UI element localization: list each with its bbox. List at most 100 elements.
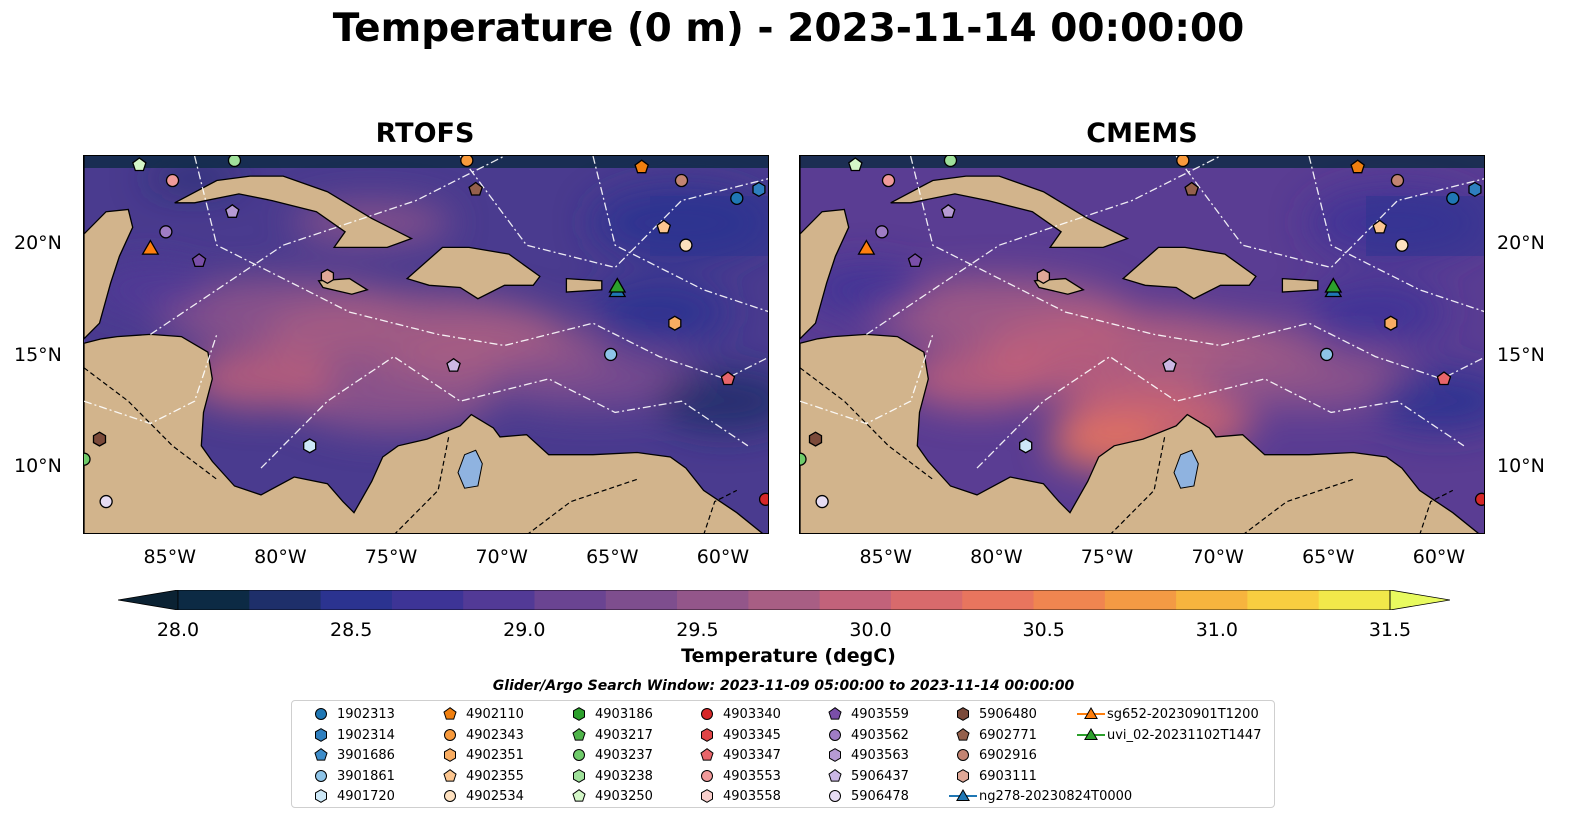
lat-tick-label-right: 10°N (1497, 455, 1545, 478)
float-marker[interactable] (303, 438, 317, 454)
pentagon-marker-icon (314, 748, 328, 761)
float-marker[interactable] (730, 191, 744, 206)
colorbar-label: Temperature (degC) (681, 645, 896, 667)
lon-tick-label: 85°W (143, 546, 196, 568)
float-marker[interactable] (159, 225, 173, 239)
float-marker[interactable] (1436, 371, 1452, 386)
float-marker[interactable] (1468, 181, 1482, 198)
glider-marker[interactable] (141, 239, 160, 255)
float-marker[interactable] (1384, 315, 1398, 331)
legend-item: 1902313 (315, 707, 395, 722)
legend-label: 4902355 (466, 768, 524, 784)
hexagon-marker-icon (315, 727, 327, 742)
float-marker[interactable] (808, 431, 823, 447)
lon-tick-label: 60°W (696, 546, 750, 568)
colorbar-tick-label: 31.0 (1195, 619, 1238, 641)
lat-tick-label-left: 20°N (14, 232, 62, 255)
colorbar-tick-label: 30.0 (849, 619, 892, 641)
float-marker[interactable] (907, 253, 923, 268)
float-marker[interactable] (1446, 191, 1460, 206)
float-marker[interactable] (656, 219, 672, 234)
legend-item: 4901720 (315, 789, 395, 804)
float-marker[interactable] (881, 173, 896, 188)
float-marker[interactable] (758, 492, 769, 506)
legend-item: 6902771 (956, 728, 1037, 743)
float-marker[interactable] (446, 357, 461, 372)
legend-item: 4902110 (443, 707, 524, 722)
panel-title-cmems: CMEMS (1086, 118, 1198, 149)
float-marker[interactable] (674, 173, 689, 188)
pentagon-marker-icon (572, 727, 586, 741)
float-marker[interactable] (604, 347, 618, 362)
float-marker[interactable] (752, 181, 766, 198)
circle-marker-icon (315, 769, 327, 782)
legend-item: 5906478 (829, 789, 909, 804)
legend-item: 4903186 (573, 707, 653, 722)
float-marker[interactable] (1350, 159, 1365, 174)
hexagon-marker-icon (444, 748, 456, 762)
lon-tick-label: 75°W (1080, 546, 1134, 568)
float-marker[interactable] (940, 203, 956, 218)
circle-marker-icon (444, 790, 456, 802)
legend-item: 6903111 (957, 769, 1037, 784)
glider-marker[interactable] (1324, 277, 1343, 293)
float-marker[interactable] (1162, 357, 1177, 372)
float-marker[interactable] (1395, 238, 1409, 252)
float-marker[interactable] (84, 452, 91, 466)
float-marker[interactable] (1474, 492, 1485, 506)
legend: 1902313 1902314 3901686 3901861 4901720 49021… (291, 700, 1275, 808)
float-marker[interactable] (320, 268, 335, 285)
float-marker[interactable] (191, 253, 207, 268)
float-marker[interactable] (800, 452, 807, 466)
legend-label: 4903347 (723, 748, 781, 763)
map-panel-cmems[interactable] (799, 155, 1485, 534)
lon-tick-label: 75°W (364, 546, 418, 568)
hexagon-marker-icon (701, 789, 713, 803)
colorbar-tick-label: 30.5 (1022, 619, 1065, 641)
lat-tick-label-left: 10°N (14, 455, 62, 478)
glider-marker[interactable] (857, 239, 876, 255)
legend-label: 4902110 (466, 707, 524, 722)
legend-label: 4902351 (466, 748, 524, 763)
float-marker[interactable] (679, 238, 693, 252)
float-marker[interactable] (668, 315, 682, 331)
float-marker[interactable] (1390, 173, 1405, 188)
float-marker[interactable] (1176, 156, 1190, 168)
float-marker[interactable] (1019, 438, 1033, 454)
float-marker[interactable] (815, 494, 829, 509)
lon-tick-label: 65°W (1302, 546, 1355, 568)
legend-label: 3901861 (337, 768, 395, 784)
lon-tick-label: 80°W (970, 546, 1023, 568)
float-marker[interactable] (165, 173, 180, 188)
map-panel-rtofs[interactable] (83, 155, 769, 534)
legend-item: 4903563 (829, 748, 909, 763)
legend-item: 4902534 (444, 789, 524, 804)
pentagon-marker-icon (700, 748, 714, 761)
legend-label: ng278-20230824T0000 (979, 789, 1133, 804)
glider-line-icon (949, 789, 977, 801)
float-marker[interactable] (1372, 219, 1388, 234)
float-marker[interactable] (848, 157, 863, 172)
float-marker[interactable] (875, 225, 889, 239)
float-marker[interactable] (460, 156, 474, 168)
float-marker[interactable] (99, 494, 113, 509)
float-marker[interactable] (92, 431, 107, 447)
legend-item: 4902343 (444, 728, 524, 743)
hexagon-marker-icon (573, 768, 585, 783)
legend-label: 4903558 (723, 789, 781, 804)
glider-marker[interactable] (608, 277, 627, 293)
colorbar-tick-label: 28.0 (156, 619, 200, 641)
float-marker[interactable] (720, 371, 736, 386)
float-marker[interactable] (1184, 181, 1199, 196)
float-marker[interactable] (1036, 268, 1051, 285)
float-marker[interactable] (1320, 347, 1334, 362)
float-marker[interactable] (943, 156, 958, 168)
float-marker[interactable] (227, 156, 242, 168)
float-marker[interactable] (224, 203, 240, 218)
float-marker[interactable] (634, 159, 649, 174)
float-marker[interactable] (132, 157, 147, 172)
legend-item: 4903238 (573, 769, 653, 784)
float-marker[interactable] (468, 181, 483, 196)
lon-tick-label: 60°W (1412, 546, 1466, 568)
legend-label: 4903559 (851, 707, 909, 722)
